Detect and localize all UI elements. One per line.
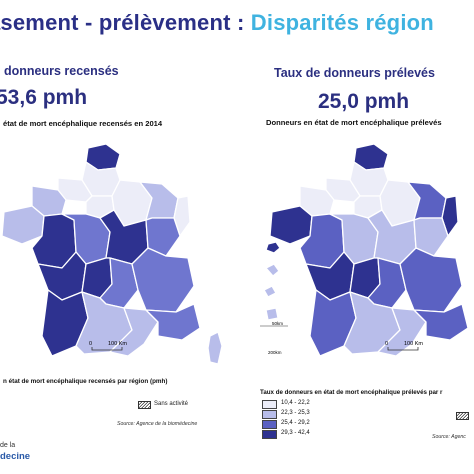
right-region-paca: [413, 303, 469, 341]
right-value: 25,0 pmh: [318, 90, 410, 113]
left-scale-bar: 0 100 Km: [89, 341, 127, 351]
right-scale-bar: 0 100 Km: [385, 341, 423, 351]
legend-label-3: 25,4 - 29,2: [281, 420, 310, 426]
right-choropleth-map: 50km 200km 0 100 Km: [260, 143, 469, 357]
left-scale-label: 100 Km: [108, 341, 127, 347]
right-subtitle: Taux de donneurs prélevés: [274, 66, 435, 80]
dom-insets: 50km 200km: [260, 241, 288, 355]
legend-label-1: 10,4 - 22,2: [281, 400, 310, 406]
left-choropleth-map: 0 100 Km: [1, 143, 223, 365]
right-region-bretagne: [269, 205, 313, 245]
right-scale-label: 100 Km: [404, 341, 423, 347]
right-region-rhone-alpes: [399, 247, 463, 313]
agence-logo: de la decine: [0, 442, 31, 462]
right-scale-zero: 0: [385, 341, 388, 347]
sans-activite-label: Sans activité: [154, 401, 189, 407]
right-source: Source: Agenc: [432, 434, 466, 440]
right-region-alsace: [441, 195, 459, 237]
inset-scale-200: 200km: [268, 350, 282, 355]
right-caption-top: Donneurs en état de mort encéphalique pr…: [266, 118, 442, 127]
left-region-paca: [145, 303, 201, 341]
legend-swatch-2: [262, 410, 277, 419]
legend-swatch-3: [262, 420, 277, 429]
left-region-bretagne: [1, 205, 45, 245]
sans-activite-swatch: [138, 401, 151, 409]
right-hatch-swatch: [456, 412, 469, 420]
inset-scale-50: 50km: [272, 321, 283, 326]
left-caption-bottom: n état de mort encéphalique recensés par…: [3, 378, 168, 385]
legend-label-4: 29,3 - 42,4: [281, 430, 310, 436]
left-scale-zero: 0: [89, 341, 92, 347]
left-caption-top: état de mort encéphalique recensés en 20…: [3, 119, 163, 128]
page-title: asement - prélèvement : Disparités régio…: [0, 10, 434, 35]
legend-swatch-1: [262, 400, 277, 409]
left-source: Source: Agence de la biomédecine: [117, 421, 198, 427]
right-legend-title: Taux de donneurs en état de mort encépha…: [260, 389, 443, 396]
legend-swatch-4: [262, 430, 277, 439]
legend-label-2: 22,3 - 25,3: [281, 410, 310, 416]
left-region-corse: [207, 331, 223, 365]
left-subtitle: donneurs recensés: [4, 64, 119, 78]
left-value: 53,6 pmh: [0, 86, 88, 109]
left-region-rhone-alpes: [131, 247, 195, 313]
left-region-alsace: [173, 195, 191, 237]
